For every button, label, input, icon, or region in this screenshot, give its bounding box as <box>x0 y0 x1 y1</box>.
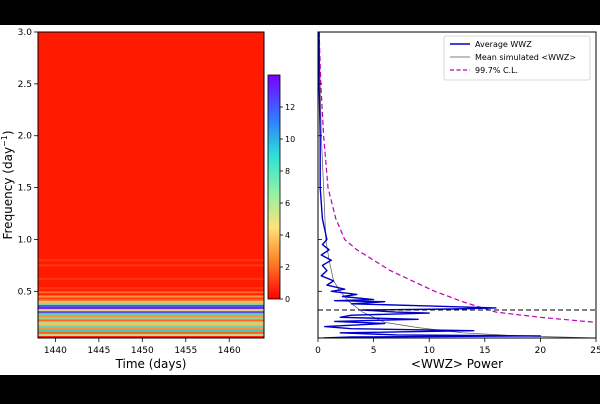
heatmap-x-tick-label: 1450 <box>131 346 154 356</box>
heatmap-band <box>38 310 264 314</box>
heatmap-band <box>38 317 264 320</box>
power-y-axis <box>318 31 322 292</box>
heatmap-band <box>38 329 264 332</box>
heatmap-y-tick-label: 2.0 <box>18 132 33 142</box>
power-x-tick-label: 20 <box>535 346 547 356</box>
heatmap-band <box>38 304 264 307</box>
heatmap-band <box>38 323 264 326</box>
heatmap-x-label: Time (days) <box>115 357 187 371</box>
colorbar-tick-label: 2 <box>285 263 290 272</box>
power-x-tick-label: 25 <box>590 346 600 356</box>
heatmap-background <box>38 32 264 338</box>
heatmap-y-tick-label: 1.5 <box>18 184 32 194</box>
heatmap-y-tick-label: 2.5 <box>18 80 32 90</box>
heatmap-band <box>38 331 264 334</box>
legend-label-mean-simulated: Mean simulated <WWZ> <box>475 53 576 62</box>
colorbar-tick-label: 12 <box>285 103 295 112</box>
power-frame <box>317 31 597 339</box>
power-x-tick-label: 5 <box>371 346 377 356</box>
heatmap-band <box>38 277 264 281</box>
colorbar-gradient <box>268 75 280 299</box>
heatmap-band <box>38 321 264 324</box>
colorbar-tick-label: 4 <box>285 231 290 240</box>
heatmap-x-tick-label: 1445 <box>87 346 110 356</box>
colorbar: 0 2 4 6 8 10 12 <box>267 74 295 304</box>
heatmap-band <box>38 264 264 267</box>
heatmap-band <box>38 295 264 298</box>
heatmap-band <box>38 333 264 337</box>
heatmap-band <box>38 319 264 322</box>
power-x-tick-label: 10 <box>423 346 435 356</box>
heatmap-band <box>38 302 264 305</box>
heatmap-x-tick-label: 1460 <box>218 346 241 356</box>
power-line-confidence-limit <box>318 32 596 323</box>
heatmap-band <box>38 259 264 262</box>
power-line-average-wwz <box>318 32 542 338</box>
heatmap-band <box>38 300 264 303</box>
heatmap-y-tick-label: 3.0 <box>18 28 33 38</box>
power-x-label: <WWZ> Power <box>411 357 503 371</box>
colorbar-tick-label: 8 <box>285 167 290 176</box>
heatmap-y-label-close: ) <box>1 130 15 135</box>
legend-label-average-wwz: Average WWZ <box>475 40 532 49</box>
colorbar-ticks: 0 2 4 6 8 10 12 <box>280 103 295 304</box>
heatmap-y-axis: 0.5 1.0 1.5 2.0 2.5 3.0 <box>18 28 38 297</box>
heatmap-band <box>38 327 264 330</box>
heatmap-x-axis: 1440 1445 1450 1455 1460 <box>44 338 241 356</box>
heatmap-y-label-sup: −1 <box>0 135 9 147</box>
heatmap-y-tick-label: 1.0 <box>18 235 33 245</box>
heatmap-panel: 1440 1445 1450 1455 1460 0.51.01.52.02.53.0 … <box>0 28 265 371</box>
colorbar-tick-label: 6 <box>285 199 290 208</box>
heatmap-band <box>38 306 264 310</box>
colorbar-frame <box>267 74 281 300</box>
legend-label-confidence-limit: 99.7% C.L. <box>475 66 518 75</box>
heatmap-band <box>38 325 264 328</box>
heatmap-y-label-main: Frequency (day <box>1 147 15 240</box>
power-x-axis: 0 5 10 15 20 25 <box>315 338 600 356</box>
heatmap-band <box>38 313 264 316</box>
heatmap-band <box>38 298 264 301</box>
colorbar-tick-label: 0 <box>285 295 290 304</box>
heatmap-bands <box>38 259 264 337</box>
heatmap-band <box>38 315 264 318</box>
heatmap-band <box>38 308 264 312</box>
heatmap-band <box>38 287 264 290</box>
heatmap-frame <box>37 31 265 339</box>
power-x-tick-label: 15 <box>479 346 490 356</box>
legend-box <box>443 35 591 81</box>
power-x-tick-label: 0 <box>315 346 321 356</box>
colorbar-tick-label: 10 <box>285 135 295 144</box>
legend: Average WWZ Mean simulated <WWZ> 99.7% C… <box>443 35 591 81</box>
heatmap-x-tick-label: 1455 <box>174 346 197 356</box>
power-lines <box>318 32 596 338</box>
power-panel: 0 5 10 15 20 25 <WWZ> Power Average WWZ Mean … <box>315 31 600 371</box>
heatmap-x-tick-label: 1440 <box>44 346 67 356</box>
heatmap-y-tick-label: 0.5 <box>18 287 32 297</box>
heatmap-y-label: Frequency (day−1) <box>0 130 15 239</box>
heatmap-band <box>38 291 264 294</box>
